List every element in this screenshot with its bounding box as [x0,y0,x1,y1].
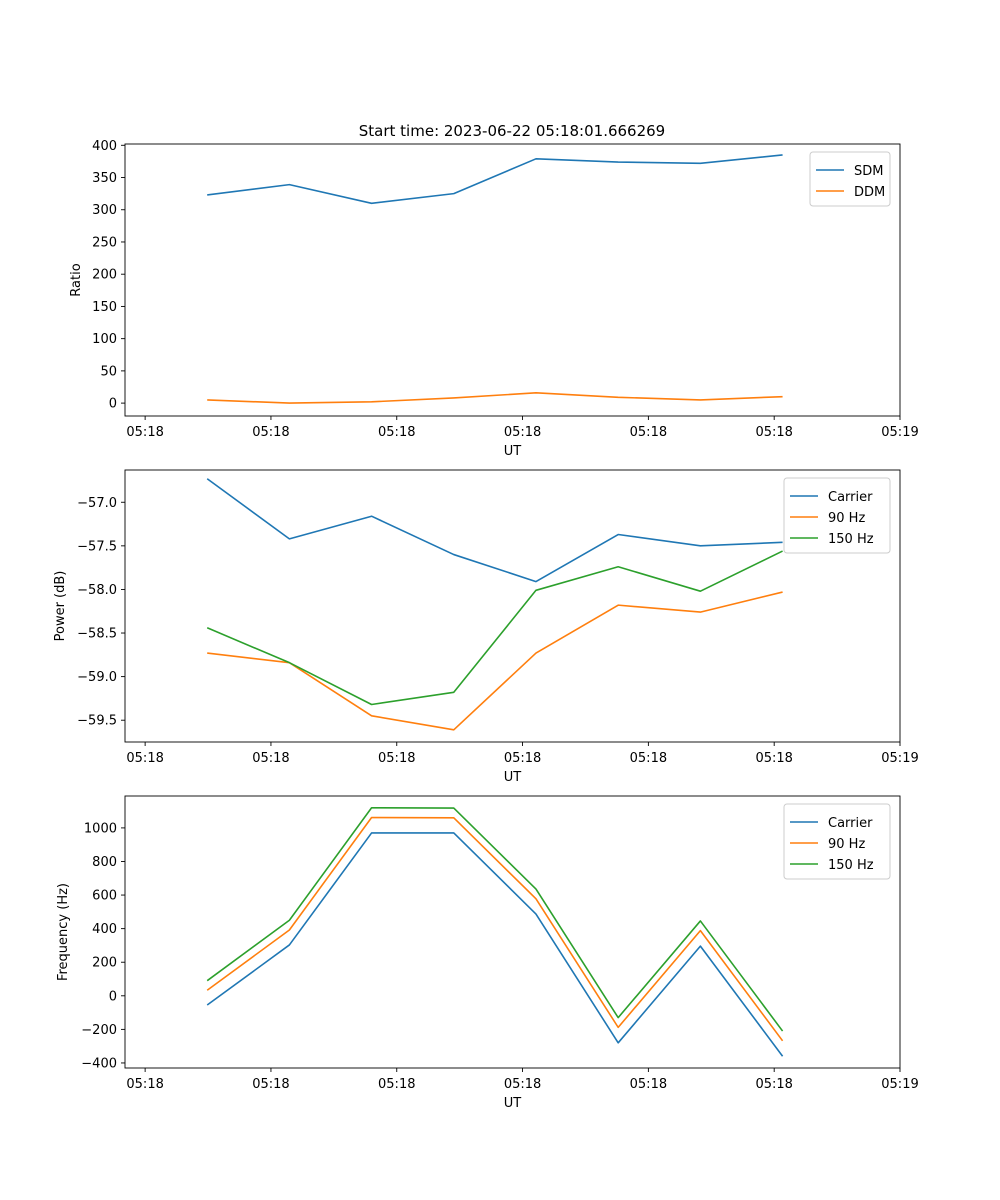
series-line-2 [207,591,783,731]
y-tick-label: 1000 [84,821,117,836]
x-tick-label: 05:18 [630,425,667,440]
x-tick-label: 05:18 [378,1077,415,1092]
subplot-2: 05:18 05:18 05:18 05:18 05:18 05:18 05:19 −59.5… [53,469,919,785]
figure-title: Start time: 2023-06-22 05:18:01.666269 [359,122,665,140]
x-tick-label: 05:18 [755,425,792,440]
x-axis-label: UT [504,444,522,459]
legend-label: 90 Hz [828,511,865,526]
x-tick-label: 05:18 [755,1077,792,1092]
y-tick-label: −58.5 [77,627,117,642]
y-tick-label: 400 [92,922,117,937]
x-tick-label: 05:18 [378,425,415,440]
y-axis-label: Power (dB) [53,571,68,642]
y-tick-label: −58.0 [77,583,117,598]
x-tick-label: 05:18 [126,751,163,766]
y-tick-label: 350 [92,171,117,186]
y-tick-label: −400 [81,1056,117,1071]
y-tick-label: 100 [92,332,117,347]
legend-label: 90 Hz [828,837,865,852]
legend-label: Carrier [828,490,873,505]
legend: Carrier 90 Hz 150 Hz [783,803,891,880]
legend: SDM DDM [809,151,891,207]
y-tick-label: 150 [92,300,117,315]
legend-label: 150 Hz [828,532,874,547]
x-tick-label: 05:18 [630,1077,667,1092]
y-axis-label: Ratio [69,263,84,296]
x-tick-label: 05:18 [755,751,792,766]
y-tick-label: 600 [92,889,117,904]
y-tick-label: −59.0 [77,670,117,685]
series-line-2 [207,391,783,404]
subplot-1: 05:18 05:18 05:18 05:18 05:18 05:18 05:19 0 50 10… [69,139,919,459]
y-axis-label: Frequency (Hz) [56,883,71,981]
subplot-3: 05:18 05:18 05:18 05:18 05:18 05:18 05:19 −400 −… [56,795,919,1111]
x-tick-label: 05:18 [126,1077,163,1092]
series-line-1 [207,154,783,205]
x-tick-label: 05:18 [504,751,541,766]
axes-frame [124,143,901,417]
x-axis-label: UT [504,1096,522,1111]
y-tick-label: 250 [92,235,117,250]
x-tick-label: 05:19 [881,751,918,766]
series-line-3 [206,806,784,1032]
series-line-3 [206,550,783,706]
legend: Carrier 90 Hz 150 Hz [783,477,891,554]
y-tick-label: 0 [109,397,117,412]
series-line-1 [206,832,784,1057]
x-tick-label: 05:18 [126,425,163,440]
x-tick-label: 05:18 [630,751,667,766]
axes-frame [124,469,901,743]
axes-frame [124,795,901,1069]
legend-box [809,151,891,207]
y-tick-label: 200 [92,956,117,971]
y-tick-label: 300 [92,203,117,218]
legend-label: 150 Hz [828,858,874,873]
y-tick-label: −200 [81,1023,117,1038]
x-tick-label: 05:18 [252,1077,289,1092]
x-tick-label: 05:18 [252,425,289,440]
x-tick-label: 05:18 [378,751,415,766]
legend-label: SDM [854,164,883,179]
y-tick-label: −57.0 [77,496,117,511]
y-tick-label: −57.5 [77,539,117,554]
legend-label: Carrier [828,816,873,831]
x-tick-label: 05:19 [881,425,918,440]
x-tick-label: 05:18 [504,1077,541,1092]
x-tick-label: 05:19 [881,1077,918,1092]
legend-label: DDM [854,185,885,200]
x-tick-label: 05:18 [252,751,289,766]
series-line-2 [206,816,784,1042]
y-tick-label: 200 [92,268,117,283]
y-tick-label: 50 [100,364,117,379]
x-tick-label: 05:18 [504,425,541,440]
x-axis-label: UT [504,770,522,785]
y-tick-label: 0 [109,989,117,1004]
y-tick-label: 400 [92,139,117,154]
y-tick-label: −59.5 [77,714,117,729]
series-line-1 [206,478,783,583]
y-tick-label: 800 [92,855,117,870]
subplots: 05:18 05:18 05:18 05:18 05:18 05:18 05:19 0 50 10… [53,139,919,1111]
